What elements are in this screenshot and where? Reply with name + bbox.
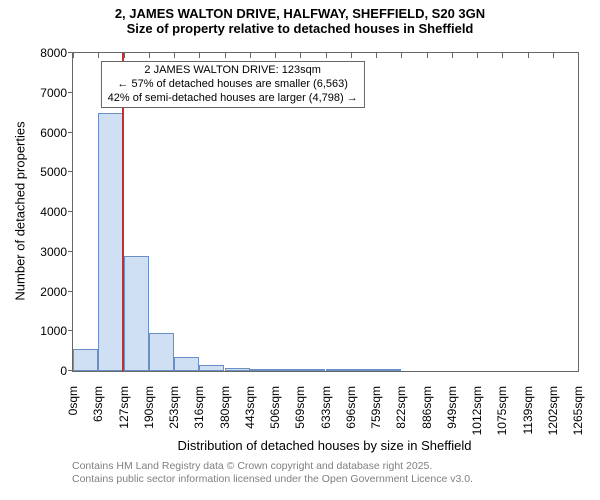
x-tick-mark [73,53,74,58]
y-tick-mark [68,171,73,172]
x-tick-label: 822sqm [394,378,408,429]
x-tick-label: 506sqm [268,378,282,429]
y-tick-label: 4000 [40,205,73,219]
image-credits: Contains HM Land Registry data © Crown c… [72,460,473,486]
x-tick-label: 443sqm [243,378,257,429]
x-tick-mark [401,53,402,58]
histogram-bar [98,113,123,371]
y-tick-mark [68,211,73,212]
x-tick-mark [326,53,327,58]
x-tick-mark [225,53,226,58]
x-tick-label: 949sqm [445,378,459,429]
x-tick-label: 633sqm [319,378,333,429]
x-tick-mark [477,53,478,58]
x-tick-label: 1265sqm [571,378,585,435]
x-tick-label: 1202sqm [546,378,560,435]
credit-line-1: Contains HM Land Registry data © Crown c… [72,460,473,473]
x-tick-mark [528,53,529,58]
histogram-bar [199,365,224,371]
x-tick-label: 0sqm [66,378,80,415]
x-tick-mark [98,53,99,58]
y-tick-mark [68,92,73,93]
histogram-bar [376,369,401,371]
x-tick-mark [427,53,428,58]
y-tick-label: 0 [60,364,73,378]
y-tick-mark [68,291,73,292]
x-tick-label: 569sqm [293,378,307,429]
y-tick-label: 7000 [40,86,73,100]
annotation-line: 42% of semi-detached houses are larger (… [108,92,358,106]
histogram-bar [225,368,250,371]
x-tick-label: 380sqm [218,378,232,429]
x-tick-mark [199,53,200,58]
x-tick-label: 316sqm [192,378,206,429]
x-tick-label: 63sqm [91,378,105,422]
chart-title: 2, JAMES WALTON DRIVE, HALFWAY, SHEFFIEL… [0,0,600,21]
annotation-box: 2 JAMES WALTON DRIVE: 123sqm← 57% of det… [101,61,365,108]
credit-line-2: Contains public sector information licen… [72,473,473,486]
y-tick-mark [68,132,73,133]
x-tick-label: 190sqm [142,378,156,429]
x-axis-label: Distribution of detached houses by size … [178,438,472,453]
x-tick-label: 1075sqm [495,378,509,435]
histogram-bar [326,369,351,371]
histogram-bar [275,369,300,371]
y-tick-mark [68,251,73,252]
x-tick-label: 886sqm [420,378,434,429]
histogram-bar [124,256,149,371]
y-tick-mark [68,330,73,331]
x-tick-label: 1012sqm [470,378,484,435]
histogram-bar [73,349,98,371]
x-tick-mark [502,53,503,58]
histogram-bar [351,369,376,371]
y-tick-label: 8000 [40,46,73,60]
histogram-bar [300,369,325,371]
histogram-bar [174,357,199,371]
x-tick-mark [275,53,276,58]
x-tick-label: 696sqm [344,378,358,429]
x-tick-mark [351,53,352,58]
x-tick-mark [452,53,453,58]
y-tick-label: 3000 [40,245,73,259]
annotation-line: 2 JAMES WALTON DRIVE: 123sqm [108,64,358,78]
y-tick-label: 1000 [40,324,73,338]
histogram-bar [149,333,174,371]
x-tick-label: 1139sqm [521,378,535,434]
histogram-bar [250,369,275,371]
x-tick-mark [250,53,251,58]
x-tick-label: 127sqm [117,378,131,429]
x-tick-mark [149,53,150,58]
chart-plot-area: 0100020003000400050006000700080000sqm63s… [72,52,579,372]
y-tick-label: 2000 [40,285,73,299]
x-tick-mark [553,53,554,58]
y-tick-label: 6000 [40,126,73,140]
x-tick-label: 759sqm [369,378,383,429]
annotation-line: ← 57% of detached houses are smaller (6,… [108,78,358,92]
x-tick-mark [376,53,377,58]
x-tick-mark [174,53,175,58]
x-tick-mark [300,53,301,58]
y-tick-label: 5000 [40,165,73,179]
x-tick-mark [578,53,579,58]
x-tick-label: 253sqm [167,378,181,429]
chart-subtitle: Size of property relative to detached ho… [0,21,600,36]
y-axis-label: Number of detached properties [13,121,28,300]
